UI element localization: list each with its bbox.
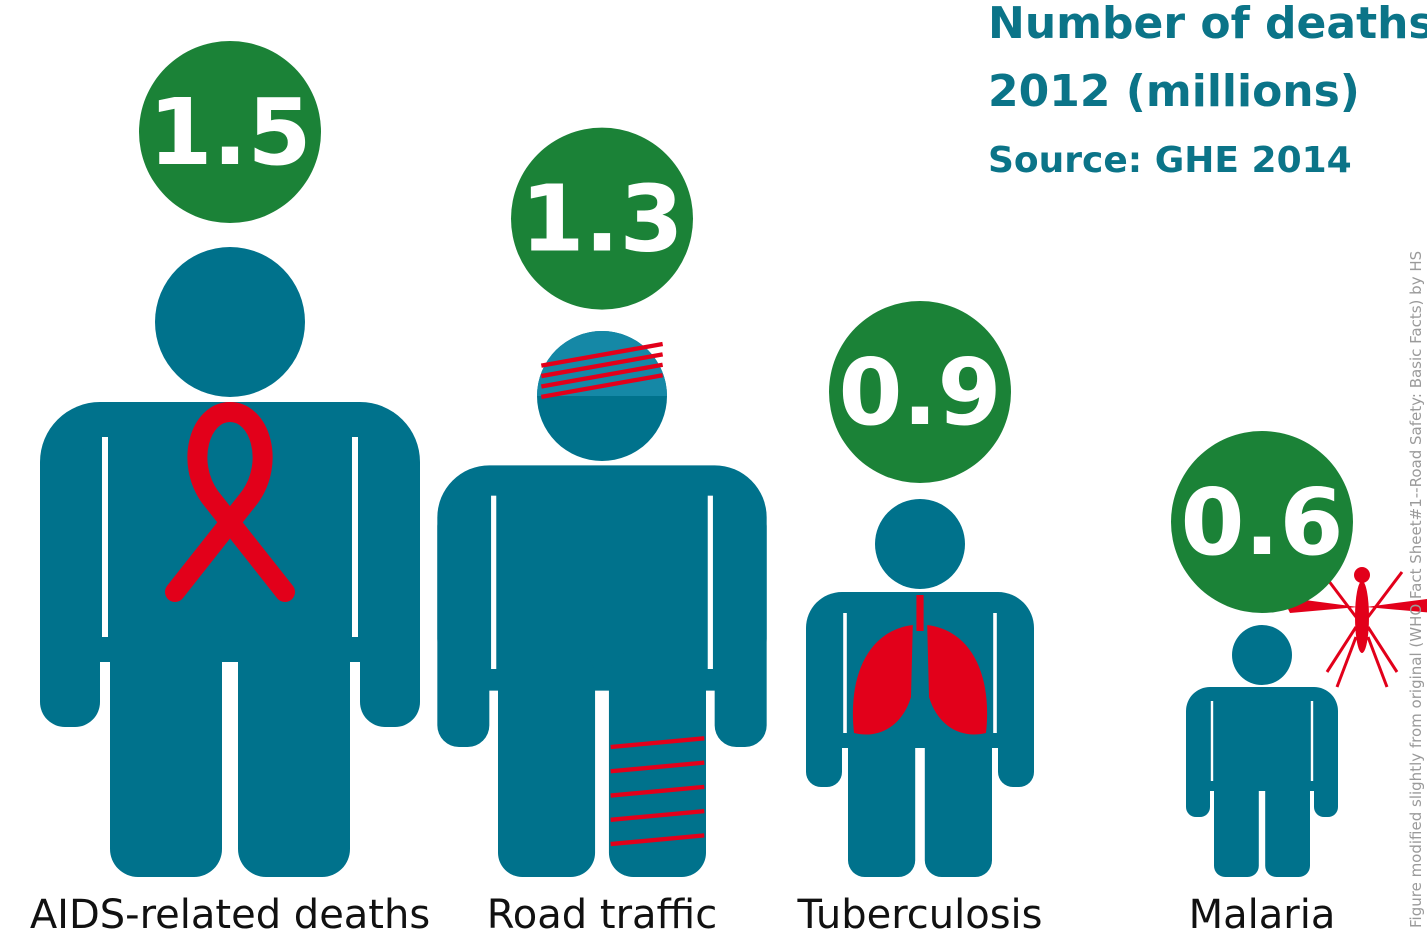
category-labels: AIDS-related deaths Road traffic Tuberculo…	[30, 892, 1336, 935]
figure-arm-gap-right	[352, 437, 358, 637]
lungs-icon	[852, 595, 988, 735]
bar-figure-3	[1186, 567, 1427, 877]
value-label-1: 1.3	[521, 166, 684, 273]
figure-leg-right	[238, 617, 350, 877]
bar-figure-0	[40, 247, 420, 877]
figure-arm-right	[714, 504, 767, 747]
figure-arm-gap-left	[1210, 701, 1214, 781]
category-label-1: Road traffic	[487, 892, 717, 935]
bandage-icon	[537, 331, 705, 847]
figure-leg-left	[110, 617, 222, 877]
figure-head	[875, 499, 965, 589]
figure-arm-gap-right	[1310, 701, 1314, 781]
mosquito-icon	[1282, 567, 1427, 688]
chart-title: Number of deaths 2012 (millions) Source:…	[988, 0, 1427, 181]
bar-figure-1	[437, 331, 767, 877]
value-badge-0: 1.5	[139, 41, 321, 223]
figure-head	[1232, 625, 1292, 685]
value-badge-circle	[1171, 431, 1353, 613]
aids-ribbon-icon	[165, 401, 295, 602]
figure-arm-left	[806, 619, 842, 787]
figure-arm-right	[998, 619, 1034, 787]
figure-leg-left	[1214, 773, 1259, 877]
figure-arm-right	[360, 447, 420, 727]
value-badge-circle	[511, 127, 693, 310]
figure-arm-left	[40, 447, 100, 727]
value-badge-3: 0.6	[1171, 431, 1353, 613]
figure-head	[155, 247, 305, 397]
value-badge-2: 0.9	[829, 301, 1011, 483]
figure-leg-right	[608, 651, 706, 877]
category-label-3: Malaria	[1189, 892, 1336, 935]
figure-leg-left	[498, 651, 596, 877]
figure-leg-left	[848, 721, 916, 877]
chart-source: Source: GHE 2014	[988, 140, 1352, 181]
figure-arm-left	[437, 504, 490, 747]
value-badge-circle	[139, 41, 321, 223]
bar-figure-2	[806, 499, 1034, 877]
value-label-0: 1.5	[149, 79, 312, 186]
figure-arm-gap-left	[102, 437, 108, 637]
chart-title-line1: Number of deaths	[988, 0, 1427, 49]
figure-arm-gap-left	[491, 495, 497, 669]
value-label-2: 0.9	[839, 339, 1002, 446]
figure-arm-left	[1186, 705, 1210, 817]
figure-leg-right	[924, 721, 992, 877]
credit-note: Figure modified slightly from original (…	[1407, 251, 1425, 928]
value-badge-1: 1.3	[511, 127, 693, 310]
figure-arm-gap-right	[707, 495, 713, 669]
chart-title-line2: 2012 (millions)	[988, 66, 1360, 117]
figures-group: 1.5 1.3 0.9 0.6	[40, 41, 1427, 877]
figure-leg-right	[1265, 773, 1310, 877]
category-label-2: Tuberculosis	[797, 892, 1043, 935]
figure-arm-right	[1314, 705, 1338, 817]
figure-arm-gap-left	[843, 613, 847, 733]
value-label-3: 0.6	[1181, 469, 1344, 576]
category-label-0: AIDS-related deaths	[30, 892, 430, 935]
figure-arm-gap-right	[993, 613, 997, 733]
value-badge-circle	[829, 301, 1011, 483]
